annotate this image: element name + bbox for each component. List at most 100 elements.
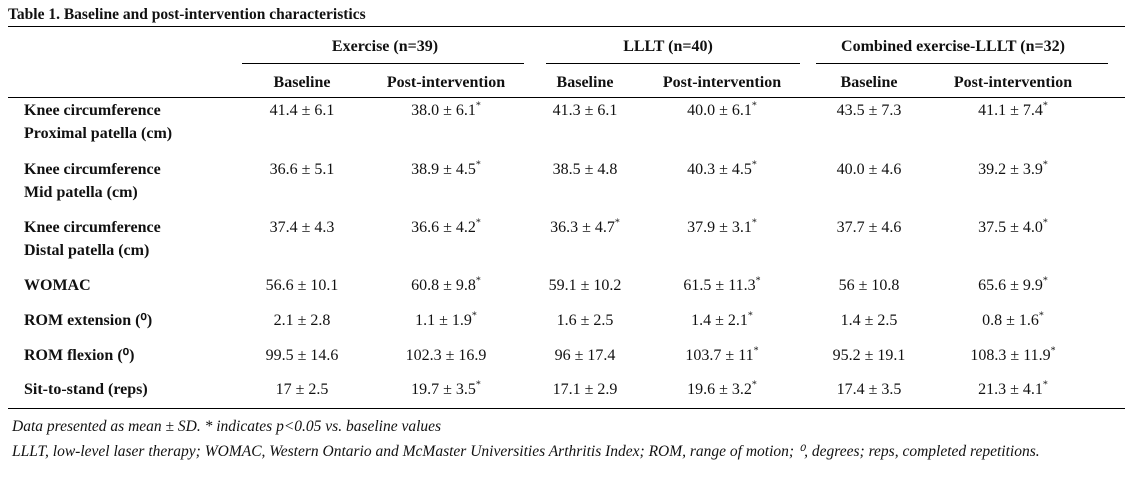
cell-value: 102.3 ± 16.9 xyxy=(405,347,487,364)
rule xyxy=(816,63,1108,64)
cell: 1.4 ± 2.1* xyxy=(691,311,753,331)
row-label: Knee circumference xyxy=(24,219,161,236)
cell-value: 1.4 ± 2.5 xyxy=(840,312,898,329)
significance-mark: * xyxy=(1042,275,1048,287)
cell: 0.8 ± 1.6* xyxy=(982,311,1044,331)
cell-value: 41.4 ± 6.1 xyxy=(269,102,335,119)
cell: 61.5 ± 11.3* xyxy=(683,276,760,296)
cell-value: 59.1 ± 10.2 xyxy=(548,277,622,294)
cell-value: 1.1 ± 1.9 xyxy=(415,312,472,329)
cell-value: 56.6 ± 10.1 xyxy=(265,277,339,294)
column-header: Baseline xyxy=(840,74,898,91)
cell: 21.3 ± 4.1* xyxy=(978,380,1048,400)
cell-value: 36.3 ± 4.7 xyxy=(550,219,615,236)
table-title: Table 1. Baseline and post-intervention … xyxy=(8,6,366,23)
cell: 60.8 ± 9.8* xyxy=(411,276,481,296)
cell: 41.4 ± 6.1 xyxy=(270,101,335,121)
column-header: Post-intervention xyxy=(953,74,1073,91)
cell: 59.1 ± 10.2 xyxy=(549,276,622,296)
significance-mark: * xyxy=(1050,345,1056,357)
row-label: Sit-to-stand (reps) xyxy=(24,381,148,398)
cell: 2.1 ± 2.8 xyxy=(274,311,331,331)
cell: 65.6 ± 9.9* xyxy=(978,276,1048,296)
significance-mark: * xyxy=(471,310,477,322)
cell-value: 56 ± 10.8 xyxy=(838,277,900,294)
cell-value: 1.4 ± 2.1 xyxy=(691,312,748,329)
row-label: Knee circumference xyxy=(24,161,161,178)
group-header: Exercise (n=39) xyxy=(331,38,439,55)
significance-mark: * xyxy=(751,217,757,229)
significance-mark: * xyxy=(751,159,757,171)
cell-value: 37.7 ± 4.6 xyxy=(836,219,902,236)
significance-mark: * xyxy=(753,345,759,357)
significance-mark: * xyxy=(475,159,481,171)
cell-value: 36.6 ± 4.2 xyxy=(411,219,476,236)
cell-value: 65.6 ± 9.9 xyxy=(978,277,1043,294)
cell-value: 37.4 ± 4.3 xyxy=(269,219,335,236)
significance-mark: * xyxy=(747,310,753,322)
cell-value: 61.5 ± 11.3 xyxy=(683,277,756,294)
cell: 99.5 ± 14.6 xyxy=(266,346,339,366)
cell: 17 ± 2.5 xyxy=(276,380,329,400)
cell: 108.3 ± 11.9* xyxy=(970,346,1055,366)
group-header: Combined exercise-LLLT (n=32) xyxy=(841,38,1065,55)
cell: 38.9 ± 4.5* xyxy=(411,160,481,180)
cell: 56 ± 10.8 xyxy=(839,276,900,296)
cell-value: 17.1 ± 2.9 xyxy=(552,381,618,398)
cell: 37.9 ± 3.1* xyxy=(687,218,757,238)
row-label: Knee circumference xyxy=(24,102,161,119)
row-label: WOMAC xyxy=(24,277,91,294)
rule xyxy=(8,97,1125,98)
cell: 37.4 ± 4.3 xyxy=(270,218,335,238)
significance-mark: * xyxy=(1042,217,1048,229)
cell: 95.2 ± 19.1 xyxy=(833,346,906,366)
cell: 40.3 ± 4.5* xyxy=(687,160,757,180)
cell-value: 21.3 ± 4.1 xyxy=(978,381,1043,398)
cell-value: 0.8 ± 1.6 xyxy=(982,312,1039,329)
column-header: Post-intervention xyxy=(662,74,782,91)
cell: 38.0 ± 6.1* xyxy=(411,101,481,121)
cell: 39.2 ± 3.9* xyxy=(978,160,1048,180)
cell-value: 39.2 ± 3.9 xyxy=(978,161,1043,178)
cell-value: 17 ± 2.5 xyxy=(275,381,329,398)
cell: 102.3 ± 16.9 xyxy=(406,346,487,366)
cell: 56.6 ± 10.1 xyxy=(266,276,339,296)
cell: 37.7 ± 4.6 xyxy=(837,218,902,238)
cell-value: 36.6 ± 5.1 xyxy=(269,161,335,178)
cell: 36.6 ± 5.1 xyxy=(270,160,335,180)
cell: 96 ± 17.4 xyxy=(555,346,616,366)
row-label: Proximal patella (cm) xyxy=(24,125,173,142)
cell: 17.1 ± 2.9 xyxy=(553,380,618,400)
column-header: Baseline xyxy=(273,74,331,91)
cell: 103.7 ± 11* xyxy=(685,346,758,366)
rule xyxy=(8,408,1125,409)
rule xyxy=(8,26,1125,27)
significance-mark: * xyxy=(475,379,481,391)
cell-value: 96 ± 17.4 xyxy=(554,347,616,364)
cell: 43.5 ± 7.3 xyxy=(837,101,902,121)
cell-value: 19.6 ± 3.2 xyxy=(687,381,752,398)
rule xyxy=(242,63,524,64)
column-header: Baseline xyxy=(556,74,614,91)
cell: 19.7 ± 3.5* xyxy=(411,380,481,400)
cell-value: 38.5 ± 4.8 xyxy=(552,161,618,178)
cell: 1.1 ± 1.9* xyxy=(415,311,477,331)
cell-value: 38.9 ± 4.5 xyxy=(411,161,476,178)
significance-mark: * xyxy=(755,275,761,287)
cell-value: 40.3 ± 4.5 xyxy=(687,161,752,178)
cell-value: 60.8 ± 9.8 xyxy=(411,277,476,294)
rule xyxy=(546,63,800,64)
cell: 40.0 ± 6.1* xyxy=(687,101,757,121)
significance-mark: * xyxy=(751,100,757,112)
significance-mark: * xyxy=(1042,159,1048,171)
cell-value: 37.5 ± 4.0 xyxy=(978,219,1043,236)
cell-value: 2.1 ± 2.8 xyxy=(273,312,331,329)
row-label: ROM extension (⁰) xyxy=(24,312,153,329)
cell: 38.5 ± 4.8 xyxy=(553,160,618,180)
cell: 36.6 ± 4.2* xyxy=(411,218,481,238)
significance-mark: * xyxy=(751,379,757,391)
cell-value: 38.0 ± 6.1 xyxy=(411,102,476,119)
cell: 41.1 ± 7.4* xyxy=(978,101,1048,121)
cell-value: 19.7 ± 3.5 xyxy=(411,381,476,398)
